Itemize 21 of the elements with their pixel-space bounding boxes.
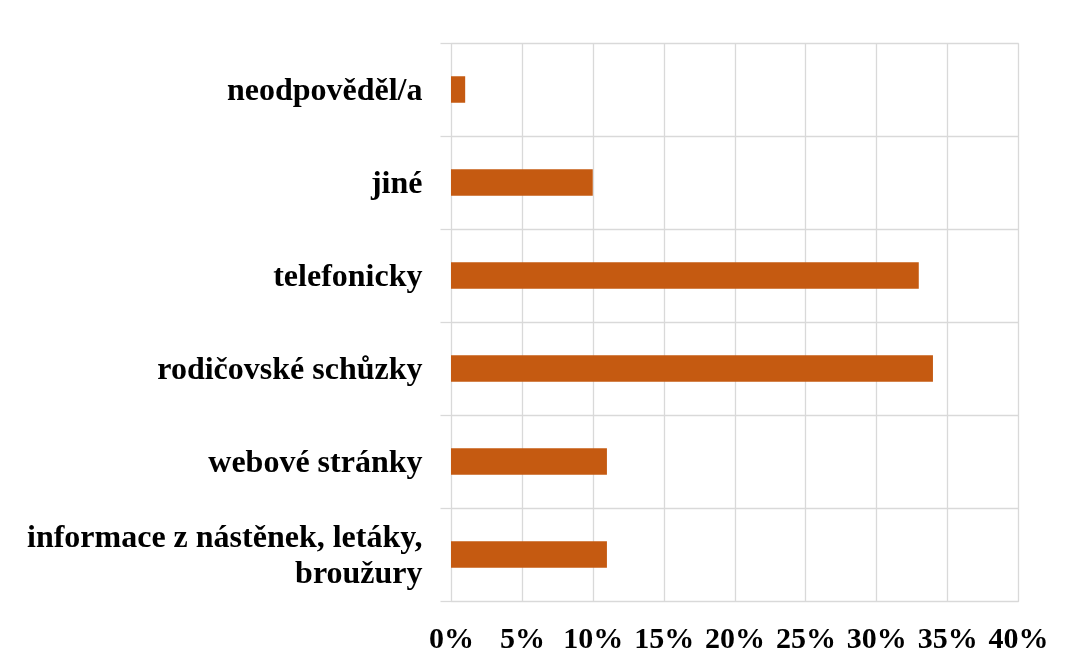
bar — [451, 262, 919, 289]
bar — [451, 169, 593, 196]
y-tick-label: neodpověděl/a — [226, 71, 423, 107]
bar — [451, 541, 607, 568]
bar — [451, 448, 607, 475]
x-tick-label: 15% — [634, 620, 695, 654]
x-tick-label: 25% — [775, 620, 836, 654]
y-tick-label: rodičovské schůzky — [157, 350, 423, 386]
y-tick-label: informace z nástěnek, letáky, broužury — [27, 518, 423, 590]
x-tick-label: 20% — [705, 620, 765, 654]
x-tick-label: 35% — [917, 620, 978, 654]
x-tick-label: 10% — [563, 620, 624, 654]
y-tick-label: telefonicky — [273, 257, 423, 293]
y-tick-label: webové stránky — [208, 443, 423, 479]
bar — [451, 76, 466, 103]
x-tick-label: 5% — [499, 620, 545, 654]
x-tick-label: 40% — [988, 620, 1049, 654]
bar — [451, 355, 933, 382]
x-tick-label: 0% — [429, 620, 474, 654]
x-tick-label: 30% — [846, 620, 907, 654]
y-tick-label: jiné — [369, 164, 423, 200]
